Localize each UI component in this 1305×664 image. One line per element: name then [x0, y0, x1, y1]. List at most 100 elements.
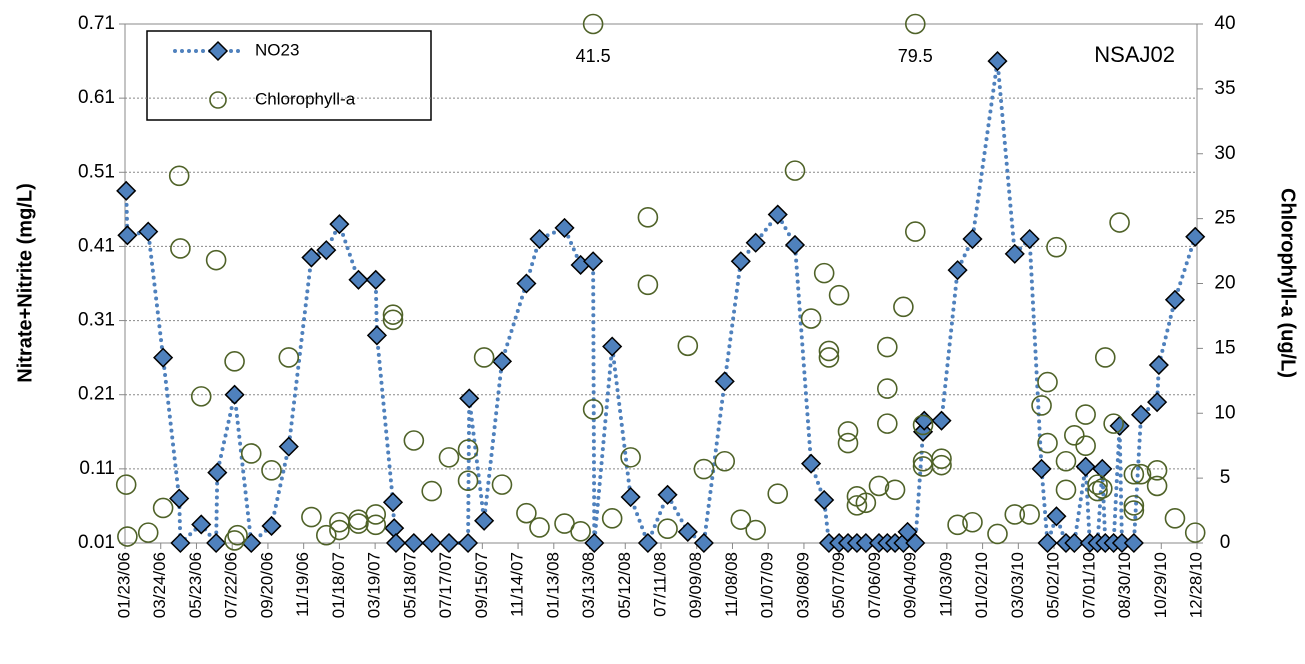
data-point: [893, 296, 914, 318]
x-tick-label: 07/11/08: [650, 552, 669, 617]
data-point: [459, 388, 480, 409]
data-point: [365, 269, 386, 290]
data-point: [884, 479, 906, 501]
data-point: [1092, 458, 1113, 479]
y-tick-label: 0.71: [78, 13, 115, 34]
data-point: [382, 492, 404, 513]
data-point: [168, 165, 190, 187]
data-point: [1092, 478, 1113, 499]
data-point: [1146, 475, 1168, 497]
data-point: [582, 399, 604, 420]
data-point: [767, 204, 788, 225]
data-point: [384, 518, 405, 539]
data-point: [730, 251, 751, 272]
data-point: [316, 240, 337, 261]
x-tick-label: 07/01/10: [1079, 552, 1098, 618]
x-tick-label: 01/07/09: [758, 552, 777, 618]
data-point: [1148, 354, 1169, 376]
data-point: [1164, 508, 1186, 529]
data-point: [905, 13, 926, 35]
x-tick-label: 07/17/07: [436, 552, 455, 618]
data-point: [828, 284, 850, 306]
x-tick-label: 11/14/07: [508, 552, 527, 617]
data-point: [1075, 456, 1096, 477]
x-tick-label: 10/29/10: [1151, 552, 1170, 618]
data-point: [1004, 243, 1025, 264]
data-point: [366, 325, 387, 346]
y-tick-label: 0.61: [78, 87, 115, 108]
data-point: [677, 521, 698, 542]
data-point: [115, 474, 137, 495]
data-point: [261, 515, 282, 537]
data-point: [582, 13, 604, 35]
y-tick-label: 0.31: [78, 310, 115, 331]
x-tick-label: 11/08/08: [722, 552, 741, 617]
x-tick-label: 01/23/06: [114, 552, 133, 618]
data-point: [1046, 236, 1067, 258]
data-point: [745, 519, 766, 541]
data-point: [1046, 506, 1067, 527]
data-point: [962, 228, 983, 250]
data-point: [329, 214, 350, 235]
x-tick-label: 08/30/10: [1115, 552, 1134, 618]
x-tick-label: 03/24/06: [150, 552, 169, 618]
data-point: [877, 336, 898, 358]
data-point: [169, 488, 190, 509]
x-tick-label: 07/06/09: [865, 552, 884, 618]
data-point: [1109, 212, 1130, 233]
data-point: [1103, 413, 1124, 434]
y2-tick-label: 25: [1214, 208, 1235, 229]
legend-label: Chlorophyll-a: [255, 89, 356, 108]
data-point: [170, 238, 191, 259]
y2-tick-label: 35: [1214, 78, 1235, 99]
data-point: [329, 519, 350, 541]
data-point: [1031, 458, 1052, 479]
data-point: [473, 347, 495, 368]
data-point: [855, 532, 876, 554]
data-point: [1075, 404, 1096, 425]
y2-tick-label: 5: [1220, 467, 1231, 488]
data-point: [1037, 532, 1058, 554]
x-tick-label: 05/23/06: [186, 552, 205, 618]
data-point: [657, 484, 678, 505]
y2-tick-label: 40: [1214, 13, 1235, 34]
data-point: [1075, 435, 1096, 456]
data-point: [714, 371, 735, 392]
data-point: [767, 483, 789, 504]
data-point: [947, 260, 968, 281]
data-point: [516, 502, 537, 524]
data-point: [1087, 480, 1108, 502]
data-point: [348, 509, 369, 530]
data-point: [905, 221, 926, 242]
y-tick-label: 0.11: [79, 458, 115, 479]
data-point: [693, 458, 715, 480]
data-point: [1019, 504, 1040, 525]
data-point: [457, 439, 479, 460]
data-point: [1123, 532, 1144, 554]
data-point: [583, 251, 604, 272]
data-point: [365, 514, 387, 536]
data-point: [877, 413, 898, 434]
legend-box: [146, 30, 432, 121]
data-point: [1164, 289, 1186, 310]
data-point: [224, 530, 245, 551]
data-point: [800, 308, 822, 329]
data-point: [784, 234, 806, 256]
data-point: [962, 511, 983, 533]
data-point: [837, 432, 859, 454]
x-tick-label: 05/02/10: [1044, 552, 1063, 618]
data-point: [348, 269, 369, 290]
y-axis-title: Nitrate+Nitrite (mg/L): [14, 183, 36, 382]
data-point: [152, 497, 174, 519]
x-tick-label: 05/07/09: [829, 552, 848, 618]
data-point: [207, 462, 228, 483]
data-point: [554, 217, 575, 238]
data-point: [987, 51, 1008, 72]
annotation: 41.5: [576, 46, 611, 66]
data-point: [784, 160, 806, 181]
data-point: [620, 486, 641, 508]
x-tick-label: 01/13/08: [543, 552, 562, 618]
y-tick-label: 0.01: [78, 532, 115, 553]
data-point: [206, 532, 227, 554]
